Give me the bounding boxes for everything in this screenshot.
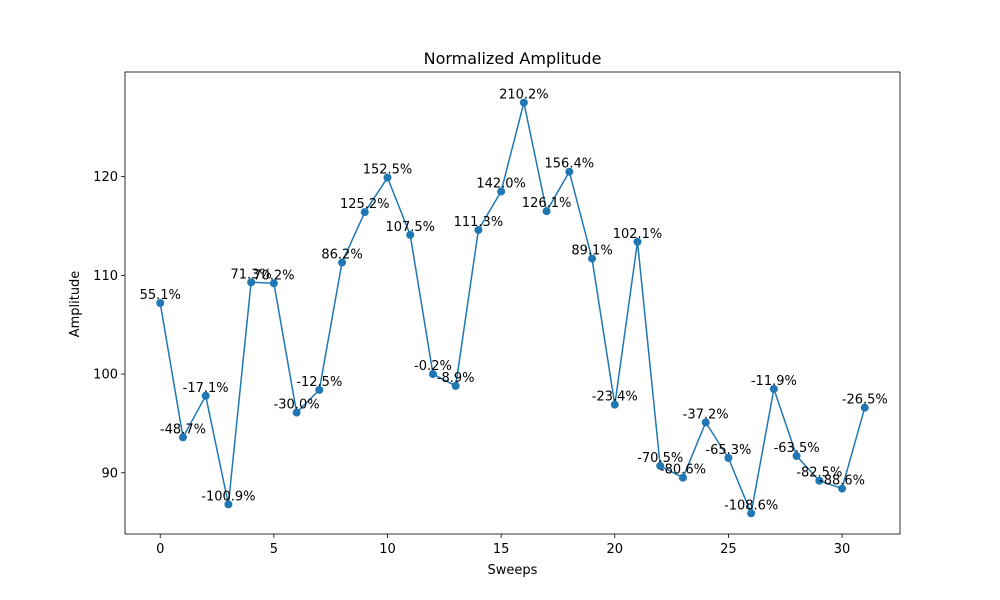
- data-label: 126.1%: [522, 196, 572, 211]
- data-label: 89.1%: [571, 244, 612, 259]
- x-tick-label: 20: [606, 542, 623, 557]
- data-point: [497, 187, 506, 196]
- data-point: [701, 418, 710, 427]
- data-point: [178, 433, 187, 442]
- x-tick-label: 30: [834, 542, 851, 557]
- data-point: [315, 385, 324, 394]
- data-label: -23.4%: [592, 390, 638, 405]
- data-label: -88.6%: [819, 474, 865, 489]
- x-axis-title: Sweeps: [488, 563, 538, 578]
- data-label: -82.5%: [796, 466, 842, 481]
- series-line: [159, 101, 866, 515]
- data-point: [565, 167, 574, 176]
- data-point: [769, 384, 778, 393]
- data-label: 152.5%: [363, 163, 413, 178]
- data-label: -37.2%: [683, 407, 729, 422]
- data-point: [156, 299, 165, 307]
- data-point: [656, 461, 665, 470]
- data-point: [678, 473, 687, 482]
- data-label: -100.9%: [201, 489, 255, 504]
- x-tick-label: 15: [493, 542, 510, 557]
- data-label: -80.6%: [660, 463, 706, 478]
- y-tick-label: 100: [93, 368, 118, 383]
- data-label: 102.1%: [613, 227, 663, 242]
- data-point: [451, 381, 460, 390]
- data-label: 55.1%: [140, 288, 181, 303]
- data-point: [588, 254, 597, 263]
- data-point: [747, 509, 756, 518]
- data-point: [542, 207, 551, 216]
- data-label: 210.2%: [499, 88, 549, 103]
- data-label: 111.3%: [454, 215, 504, 230]
- y-tick-label: 110: [93, 269, 118, 284]
- data-label: 142.0%: [476, 176, 526, 191]
- data-label: -11.9%: [751, 374, 797, 389]
- data-point: [338, 258, 347, 267]
- x-tick-label: 10: [379, 542, 396, 557]
- data-label: -26.5%: [842, 393, 888, 408]
- data-label: -8.9%: [437, 371, 475, 386]
- data-label: -70.5%: [637, 451, 683, 466]
- data-label: -63.5%: [774, 441, 820, 456]
- data-point: [201, 391, 210, 400]
- data-point: [610, 400, 619, 409]
- data-label: 86.2%: [321, 248, 362, 263]
- y-tick-label: 90: [101, 466, 118, 481]
- y-axis-title: Amplitude: [68, 271, 83, 338]
- data-point: [383, 173, 392, 182]
- data-point: [360, 208, 369, 217]
- data-point: [292, 408, 301, 417]
- data-point: [838, 484, 847, 493]
- y-tick-label: 120: [93, 170, 118, 185]
- data-label: 107.5%: [385, 220, 435, 235]
- data-label: 156.4%: [545, 157, 595, 172]
- data-point: [247, 278, 256, 287]
- data-point: [633, 237, 642, 246]
- axes-frame: [124, 71, 901, 535]
- x-tick-label: 0: [156, 542, 164, 557]
- data-label: -65.3%: [705, 443, 751, 458]
- data-point: [860, 403, 869, 412]
- data-point: [269, 279, 278, 288]
- plot-area: 0 5 10 15 20 25 30 90 100 110 120 55.1% -48.7% -17.1%…: [93, 71, 901, 557]
- x-tick-label: 5: [270, 542, 278, 557]
- data-label: -0.2%: [414, 359, 452, 374]
- data-label: 71.3%: [230, 267, 271, 282]
- data-label: -30.0%: [274, 398, 320, 413]
- data-label: 70.2%: [253, 268, 294, 283]
- data-label: -108.6%: [724, 498, 778, 513]
- chart-title: Normalized Amplitude: [424, 49, 602, 68]
- data-label: -48.7%: [160, 422, 206, 437]
- x-tick-label: 25: [720, 542, 737, 557]
- data-point: [724, 453, 733, 462]
- data-point: [224, 500, 233, 509]
- data-point: [406, 230, 415, 239]
- data-point: [428, 370, 437, 379]
- data-label: 125.2%: [340, 197, 390, 212]
- data-point: [815, 476, 824, 485]
- data-label: -12.5%: [296, 375, 342, 390]
- data-label: -17.1%: [183, 381, 229, 396]
- data-point: [792, 452, 801, 461]
- data-point: [519, 98, 528, 107]
- data-point: [474, 225, 483, 234]
